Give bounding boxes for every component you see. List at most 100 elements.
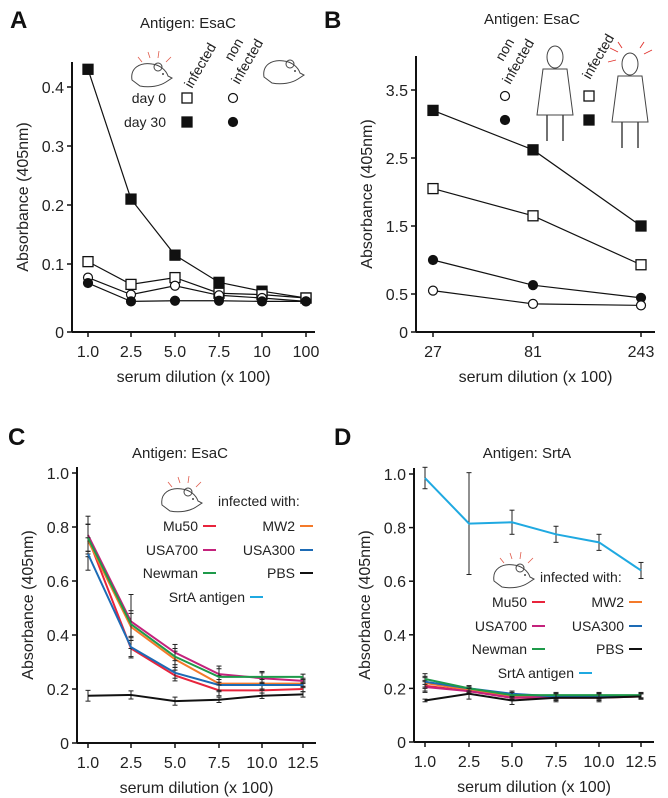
series-newman [85, 523, 306, 686]
series-srta-antigen [422, 466, 644, 580]
data-point [527, 144, 539, 156]
series-line [87, 537, 303, 678]
legend-row-label: day 0 [132, 90, 166, 106]
series-line [432, 188, 642, 266]
legend-label: USA300 [572, 618, 624, 634]
mouse-icon [161, 475, 203, 513]
data-point [300, 296, 312, 307]
x-tick-label: 5.0 [164, 755, 186, 772]
legend-marker [181, 92, 193, 104]
panel-c: C Antigen: EsaC 0 0.2 0.4 0.6 0.8 1.0 1.0 2.5 5.0 7… [8, 424, 319, 797]
x-tick-label: 1.0 [77, 344, 99, 361]
x-tick-label: 10.0 [246, 755, 277, 772]
series-line [87, 537, 304, 692]
series-line [87, 282, 306, 303]
legend-col-label: infected [579, 31, 617, 81]
data-point [427, 254, 439, 266]
data-point [213, 295, 225, 306]
legend-col-label: infected [181, 40, 219, 90]
panel-a: A Antigen: EsaC 0 0.1 0.2 0.3 0.4 1.0 2.5 5.0 7.5 1… [10, 7, 319, 386]
panel-label: D [334, 424, 351, 451]
x-tick-label: 7.5 [545, 754, 567, 771]
legend-row-label: day 30 [124, 114, 166, 130]
y-tick-label: 0.6 [384, 574, 406, 591]
y-tick-label: 0 [399, 325, 408, 342]
x-axis-label: serum dilution (x 100) [117, 369, 271, 386]
legend-marker [181, 116, 193, 128]
legend-title: infected with: [540, 569, 622, 585]
legend-marker [499, 114, 511, 126]
x-axis-label: serum dilution (x 100) [459, 369, 613, 386]
data-point [256, 296, 268, 307]
x-tick-label: 2.5 [120, 755, 142, 772]
legend-label: Newman [472, 641, 527, 657]
chart-title: Antigen: EsaC [484, 11, 580, 28]
panel-label: A [10, 7, 27, 34]
data-point [82, 277, 94, 289]
data-point [125, 296, 137, 307]
series-line [87, 277, 307, 302]
y-tick-label: 0.2 [42, 198, 64, 215]
y-tick-label: 1.5 [386, 219, 408, 236]
y-tick-label: 0.8 [384, 521, 406, 538]
mouse-icon [263, 59, 305, 85]
data-point [169, 280, 181, 291]
series-line [424, 692, 642, 702]
x-tick-label: 100 [293, 344, 320, 361]
legend-label: Mu50 [492, 594, 527, 610]
panel-d: D Antigen: SrtA 0 0.2 0.4 0.6 0.8 1.0 1.0 2.5 5.0 7… [334, 424, 657, 796]
x-axis-label: serum dilution (x 100) [457, 779, 611, 796]
mouse-icon [493, 551, 535, 589]
series-line [87, 261, 307, 299]
series-line [87, 553, 303, 686]
x-tick-label: 12.5 [287, 755, 318, 772]
x-tick-label: 5.0 [164, 344, 186, 361]
x-tick-label: 2.5 [458, 754, 480, 771]
data-point [125, 278, 137, 291]
data-point [635, 259, 647, 271]
panel-label: B [324, 7, 341, 34]
x-tick-label: 5.0 [501, 754, 523, 771]
y-axis-label: Absorbance (405nm) [357, 530, 374, 679]
legend: infected with: Mu50 MW2 USA700 USA300 Newman P… [472, 551, 642, 681]
x-axis-label: serum dilution (x 100) [120, 780, 274, 797]
series-line [424, 678, 641, 697]
legend-marker [227, 92, 239, 104]
series-pbs [422, 687, 644, 705]
legend-label: USA300 [243, 542, 295, 558]
legend-marker [499, 90, 511, 102]
y-tick-label: 0 [55, 325, 64, 342]
data-point [125, 193, 137, 205]
legend-label: Mu50 [163, 518, 198, 534]
y-tick-label: 0.4 [42, 80, 64, 97]
x-tick-label: 27 [424, 344, 442, 361]
data-point [427, 182, 439, 195]
chart-title: Antigen: SrtA [483, 445, 571, 462]
data-point [635, 220, 647, 232]
x-tick-label: 10 [253, 344, 271, 361]
y-axis-label: Absorbance (405nm) [359, 119, 376, 268]
series-infected-day-30 [82, 63, 312, 304]
x-tick-label: 243 [628, 344, 655, 361]
y-tick-label: 0.4 [47, 628, 69, 645]
legend: infected with: Mu50 MW2 USA700 USA300 Newman P… [143, 475, 313, 605]
series-pbs [85, 689, 306, 706]
series-non-infected-day-0 [427, 285, 647, 311]
data-point [527, 280, 539, 291]
legend-label: USA700 [146, 542, 198, 558]
legend-marker [227, 116, 239, 128]
legend-label: SrtA antigen [498, 665, 574, 681]
x-tick-label: 81 [524, 344, 542, 361]
panel-label: C [8, 424, 25, 451]
y-tick-label: 0.6 [47, 574, 69, 591]
series-infected-day-30 [427, 104, 647, 232]
y-tick-label: 0 [60, 736, 69, 753]
legend-label: Newman [143, 565, 198, 581]
legend-label: USA700 [475, 618, 527, 634]
x-tick-label: 2.5 [120, 344, 142, 361]
legend-label: SrtA antigen [169, 589, 245, 605]
series-line [87, 534, 304, 682]
person-illustration [536, 45, 574, 141]
